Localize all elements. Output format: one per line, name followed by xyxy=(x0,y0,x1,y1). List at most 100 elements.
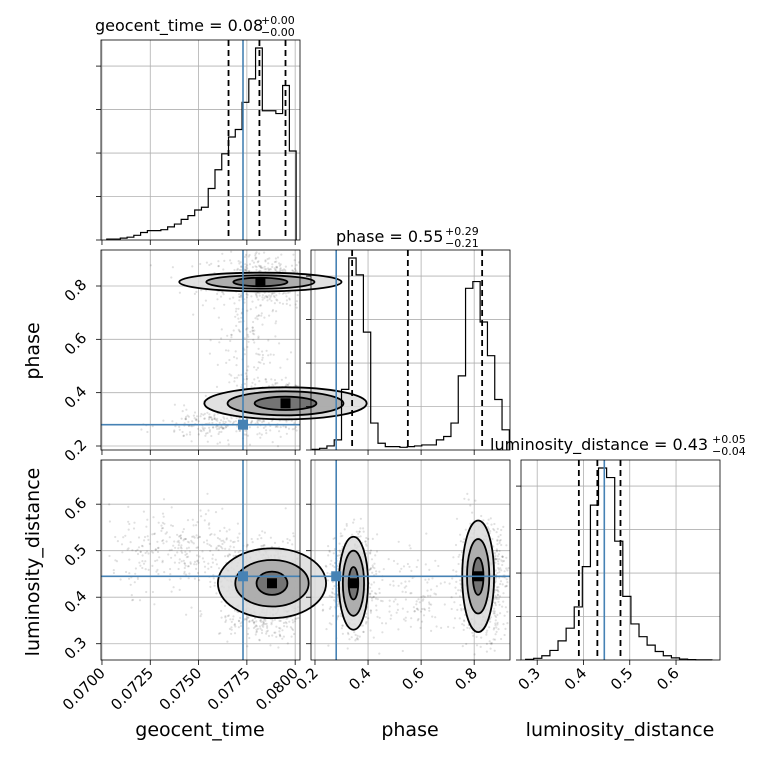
sample-point-geocent_time-luminosity_distance-990 xyxy=(192,524,195,527)
sample-point-phase-luminosity_distance-128 xyxy=(384,622,388,625)
sample-point-geocent_time-phase-764 xyxy=(280,378,283,381)
sample-point-geocent_time-luminosity_distance-978 xyxy=(151,564,154,568)
sample-point-geocent_time-phase-990 xyxy=(221,427,224,430)
sample-point-phase-luminosity_distance-1609 xyxy=(413,610,416,613)
sample-point-geocent_time-phase-318 xyxy=(178,291,181,294)
x-tick-label-phase-2: 0.6 xyxy=(398,664,428,694)
sample-point-geocent_time-phase-964 xyxy=(208,413,211,416)
sample-point-geocent_time-phase-989 xyxy=(235,416,238,419)
sample-point-geocent_time-phase-1129 xyxy=(274,335,277,338)
sample-point-geocent_time-phase-485 xyxy=(285,432,288,435)
sample-point-geocent_time-phase-134 xyxy=(149,264,152,267)
sample-point-phase-luminosity_distance-721 xyxy=(492,628,495,631)
sample-point-geocent_time-phase-341 xyxy=(278,262,281,265)
sample-point-geocent_time-phase-907 xyxy=(197,427,200,430)
sample-point-geocent_time-phase-381 xyxy=(213,307,216,310)
sample-point-phase-luminosity_distance-1330 xyxy=(496,543,499,546)
sample-point-geocent_time-phase-370 xyxy=(275,260,278,263)
sample-point-phase-luminosity_distance-53 xyxy=(369,611,372,614)
sample-point-geocent_time-phase-367 xyxy=(260,266,263,269)
sample-point-geocent_time-phase-1069 xyxy=(261,356,264,359)
sample-point-geocent_time-phase-996 xyxy=(256,433,259,436)
sample-point-geocent_time-luminosity_distance-719 xyxy=(108,520,111,523)
sample-point-phase-luminosity_distance-410 xyxy=(327,545,330,548)
sample-point-geocent_time-phase-302 xyxy=(274,269,277,272)
sample-point-phase-luminosity_distance-1538 xyxy=(404,616,407,619)
sample-point-phase-luminosity_distance-1170 xyxy=(485,642,488,646)
sample-point-phase-luminosity_distance-1544 xyxy=(397,628,400,631)
sample-point-geocent_time-luminosity_distance-1117 xyxy=(246,616,249,619)
sample-point-geocent_time-phase-911 xyxy=(207,418,211,421)
sample-point-geocent_time-luminosity_distance-104 xyxy=(244,617,247,620)
sample-point-geocent_time-phase-125 xyxy=(232,296,235,299)
sample-point-geocent_time-phase-668 xyxy=(293,422,296,425)
sample-point-phase-luminosity_distance-1528 xyxy=(443,581,446,584)
sample-point-geocent_time-luminosity_distance-668 xyxy=(277,646,280,649)
sample-point-geocent_time-phase-1149 xyxy=(261,353,264,357)
sample-point-geocent_time-luminosity_distance-896 xyxy=(127,505,130,508)
sample-point-geocent_time-luminosity_distance-721 xyxy=(214,510,218,514)
sample-point-phase-luminosity_distance-1508 xyxy=(372,636,375,639)
sample-point-geocent_time-luminosity_distance-1107 xyxy=(290,627,294,630)
title-phase-sub: −0.21 xyxy=(445,237,479,250)
sample-point-geocent_time-luminosity_distance-725 xyxy=(161,521,164,524)
sample-point-phase-luminosity_distance-1305 xyxy=(461,645,464,648)
sample-point-phase-luminosity_distance-912 xyxy=(464,528,467,531)
sample-point-geocent_time-luminosity_distance-408 xyxy=(289,626,292,629)
sample-point-geocent_time-luminosity_distance-829 xyxy=(196,546,199,549)
sample-point-phase-luminosity_distance-1553 xyxy=(416,607,419,610)
sample-point-geocent_time-phase-1049 xyxy=(269,353,272,356)
sample-point-geocent_time-phase-1031 xyxy=(230,333,233,337)
sample-point-phase-luminosity_distance-47 xyxy=(339,532,342,535)
sample-point-geocent_time-luminosity_distance-857 xyxy=(144,568,147,571)
sample-point-geocent_time-phase-353 xyxy=(275,265,278,268)
sample-point-phase-luminosity_distance-1110 xyxy=(494,580,497,583)
sample-point-phase-luminosity_distance-994 xyxy=(490,523,493,526)
sample-point-geocent_time-luminosity_distance-1111 xyxy=(291,618,294,622)
sample-point-phase-luminosity_distance-420 xyxy=(321,603,324,606)
sample-point-geocent_time-luminosity_distance-890 xyxy=(154,548,157,551)
sample-point-phase-luminosity_distance-1227 xyxy=(496,586,499,589)
sample-point-geocent_time-luminosity_distance-960 xyxy=(215,546,218,549)
sample-point-geocent_time-phase-1195 xyxy=(205,261,208,264)
sample-point-geocent_time-phase-731 xyxy=(258,380,261,383)
sample-point-geocent_time-luminosity_distance-730 xyxy=(193,563,196,566)
sample-point-phase-luminosity_distance-132 xyxy=(338,549,341,552)
sample-point-geocent_time-luminosity_distance-843 xyxy=(229,545,232,548)
sample-point-phase-luminosity_distance-1574 xyxy=(369,609,372,612)
sample-point-geocent_time-phase-194 xyxy=(264,259,267,262)
sample-point-phase-luminosity_distance-1311 xyxy=(479,645,482,649)
sample-point-geocent_time-luminosity_distance-834 xyxy=(161,559,164,563)
sample-point-phase-luminosity_distance-587 xyxy=(357,535,360,539)
sample-point-geocent_time-phase-924 xyxy=(182,434,185,437)
sample-point-geocent_time-luminosity_distance-474 xyxy=(279,627,282,630)
sample-point-phase-luminosity_distance-1605 xyxy=(403,586,406,589)
sample-point-phase-luminosity_distance-1501 xyxy=(401,590,404,593)
sample-point-phase-luminosity_distance-1527 xyxy=(428,607,431,610)
sample-point-phase-luminosity_distance-179 xyxy=(375,592,378,596)
sample-point-geocent_time-phase-833 xyxy=(295,429,298,432)
sample-point-phase-luminosity_distance-663 xyxy=(328,607,331,610)
sample-point-geocent_time-phase-1066 xyxy=(244,263,247,266)
sample-point-phase-luminosity_distance-456 xyxy=(339,535,342,538)
sample-point-geocent_time-luminosity_distance-652 xyxy=(266,625,269,628)
sample-point-geocent_time-luminosity_distance-555 xyxy=(245,545,248,548)
sample-point-geocent_time-phase-697 xyxy=(253,378,256,381)
x-tick-label-geocent_time-1: 0.0725 xyxy=(107,664,157,714)
sample-point-geocent_time-luminosity_distance-251 xyxy=(236,536,239,539)
sample-point-geocent_time-luminosity_distance-989 xyxy=(196,559,199,562)
sample-point-geocent_time-luminosity_distance-1114 xyxy=(285,625,289,628)
sample-point-geocent_time-luminosity_distance-1112 xyxy=(255,630,258,633)
sample-point-phase-luminosity_distance-1547 xyxy=(402,565,406,568)
sample-point-geocent_time-luminosity_distance-859 xyxy=(154,559,157,563)
sample-point-geocent_time-luminosity_distance-901 xyxy=(195,554,199,557)
sample-point-phase-luminosity_distance-206 xyxy=(364,540,367,543)
sample-point-geocent_time-luminosity_distance-972 xyxy=(192,542,195,545)
sample-point-geocent_time-luminosity_distance-887 xyxy=(222,539,225,542)
sample-point-geocent_time-phase-161 xyxy=(258,292,261,295)
sample-point-geocent_time-luminosity_distance-884 xyxy=(201,557,204,560)
sample-point-geocent_time-phase-858 xyxy=(182,434,185,438)
sample-point-geocent_time-luminosity_distance-883 xyxy=(208,527,211,530)
sample-point-phase-luminosity_distance-550 xyxy=(369,595,372,598)
sample-point-geocent_time-phase-837 xyxy=(223,417,226,420)
